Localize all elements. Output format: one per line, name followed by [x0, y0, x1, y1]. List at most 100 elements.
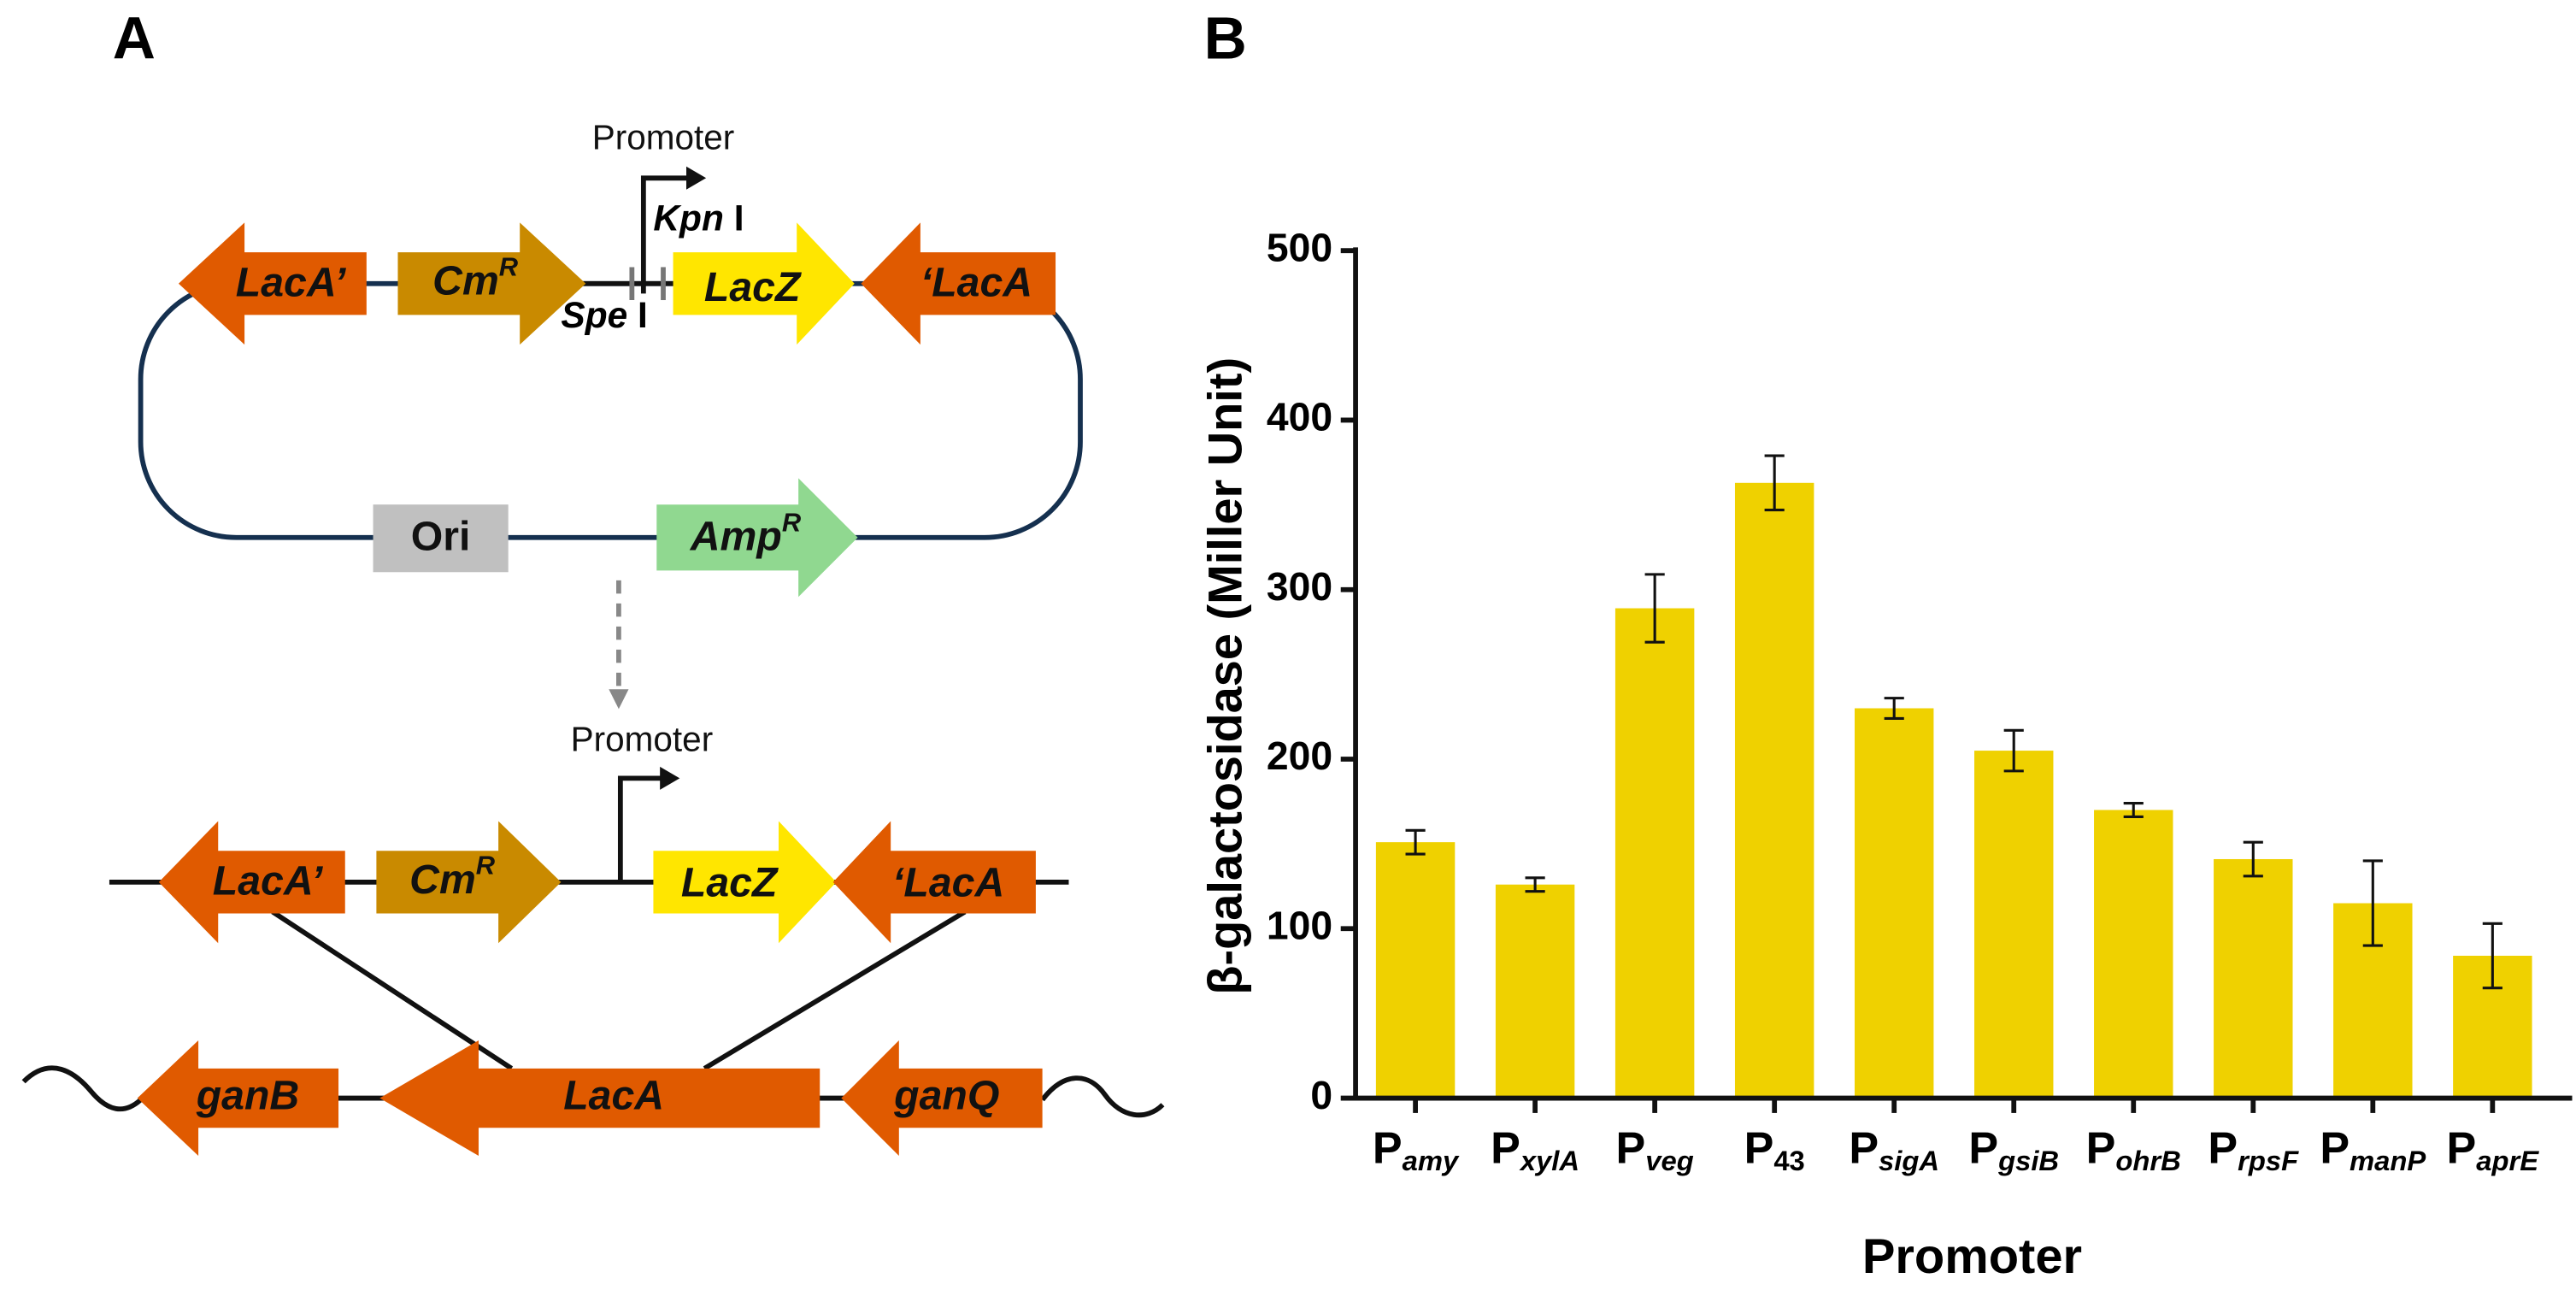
category-sub: aprE: [2476, 1144, 2539, 1175]
panel-label: A: [113, 4, 156, 71]
bar: [1614, 608, 1695, 1099]
y-tick-label: 500: [1267, 225, 1332, 269]
gene-label: CmR: [409, 851, 496, 903]
site-suffix: I: [638, 295, 648, 335]
site-name: Spe: [561, 295, 627, 335]
panel-label: B: [1204, 4, 1247, 71]
gene-sup: R: [476, 851, 496, 881]
gene-arrow: [158, 821, 345, 944]
gene-arrow: [673, 222, 855, 345]
bar: [1495, 884, 1575, 1099]
bar: [1974, 751, 2054, 1099]
gene-label: ganQ: [893, 1072, 999, 1118]
chromosome-end: [1040, 1075, 1165, 1118]
gene-arrow: [178, 222, 367, 345]
error-bar: [1884, 697, 1904, 720]
gene-labels: LacA’ CmR LacZ ‘LacA Ori AmpR LacA’ CmR …: [196, 252, 1032, 1119]
promoter-label: Promoter: [571, 720, 714, 759]
bar: [1734, 482, 1814, 1099]
error-bar: [2003, 728, 2024, 773]
x-tick-label: PsigA: [1849, 1123, 1939, 1175]
category-base: P: [1849, 1123, 1879, 1173]
gene-name: Cm: [409, 857, 476, 903]
site-suffix: I: [734, 198, 744, 239]
category-base: P: [2208, 1123, 2238, 1173]
gene-sup: R: [499, 252, 519, 282]
y-tick-label: 200: [1267, 733, 1332, 778]
x-axis-label: Promoter: [1862, 1229, 2082, 1284]
gene-label: LacA’: [213, 858, 323, 904]
x-tick-label: PaprE: [2447, 1123, 2540, 1175]
gene-arrow: [397, 222, 586, 345]
category-base: P: [1373, 1123, 1403, 1173]
panel-a: A Promoter Kpn I Spe I Promoter LacA’ Cm…: [21, 4, 1165, 1157]
promoter-arrow: [617, 775, 664, 882]
y-axis-label: β-galactosidase (Miller Unit): [1197, 357, 1251, 995]
gene-sup: R: [782, 507, 802, 537]
promoter-arrowhead: [660, 766, 680, 790]
category-sub: xylA: [1519, 1144, 1579, 1175]
promoter-arrowhead: [686, 166, 707, 190]
genes: [137, 222, 1056, 1157]
category-sub: gsiB: [1997, 1144, 2059, 1175]
gene-arrow: [832, 821, 1036, 944]
gene-arrow: [379, 1040, 820, 1157]
gene-label: ‘LacA: [920, 259, 1032, 305]
bar: [1854, 708, 1934, 1099]
error-bar: [2123, 802, 2144, 818]
error-bar: [1644, 573, 1665, 644]
chromosome-end: [21, 1065, 143, 1112]
x-tick-label: Pamy: [1373, 1123, 1460, 1175]
crossover-line: [703, 910, 967, 1071]
error-bar: [2243, 840, 2263, 878]
category-sub: amy: [1403, 1144, 1460, 1175]
error-bar: [2482, 922, 2502, 990]
dashed-arrowhead: [609, 689, 629, 710]
y-tick-label: 400: [1267, 395, 1332, 439]
gene-label: Ori: [411, 513, 471, 559]
x-tick-label: Pveg: [1616, 1123, 1694, 1175]
gene-label: LacA: [563, 1072, 664, 1118]
gene-arrow: [656, 478, 858, 598]
error-bar: [1525, 876, 1545, 893]
category-base: P: [2320, 1123, 2350, 1173]
gene-arrow: [841, 1040, 1043, 1157]
category-base: P: [1744, 1123, 1774, 1173]
gene-name: Cm: [432, 257, 499, 303]
y-tick-label: 300: [1267, 564, 1332, 609]
category-base: P: [1968, 1123, 1998, 1173]
x-tick-label: PxylA: [1491, 1123, 1579, 1175]
error-bar: [2362, 859, 2383, 947]
gene-arrow: [137, 1040, 339, 1157]
gene-label: ganB: [196, 1072, 300, 1118]
x-tick-label: PohrB: [2086, 1123, 2181, 1175]
gene-label: LacA’: [236, 259, 346, 305]
promoter-label: Promoter: [592, 118, 735, 157]
gene-label: LacZ: [681, 859, 779, 905]
x-tick-label: PrpsF: [2208, 1123, 2299, 1175]
bar: [2214, 858, 2293, 1099]
gene-label: LacZ: [704, 264, 802, 310]
gene-label: ‘LacA: [892, 859, 1004, 905]
category-base: P: [2447, 1123, 2477, 1173]
category-sub: veg: [1645, 1144, 1693, 1175]
y-tick-label: 0: [1310, 1073, 1332, 1117]
gene-arrow: [653, 821, 837, 944]
gene-arrow: [376, 821, 562, 944]
x-tick-label: PmanP: [2320, 1123, 2426, 1175]
site-name: Kpn: [653, 198, 723, 239]
gene-box: [373, 504, 509, 573]
category-sub: ohrB: [2115, 1144, 2180, 1175]
gene-label: CmR: [432, 252, 519, 304]
category-sub: sigA: [1879, 1144, 1939, 1175]
bar: [2094, 810, 2173, 1099]
spe-label: Spe I: [561, 295, 647, 335]
promoter-arrow: [640, 175, 690, 294]
category-base: P: [1491, 1123, 1520, 1173]
category-sub: manP: [2350, 1144, 2426, 1175]
category-base: P: [2086, 1123, 2116, 1173]
category-base: P: [1616, 1123, 1646, 1173]
